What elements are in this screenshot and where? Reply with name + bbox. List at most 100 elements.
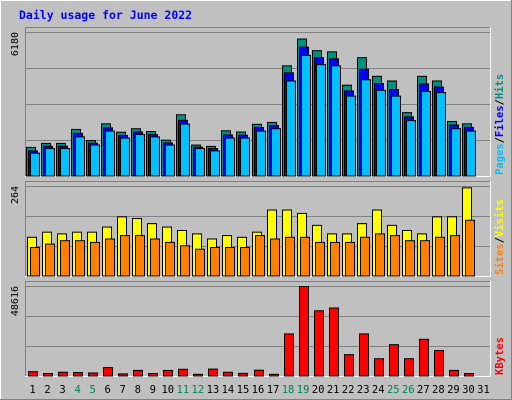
side-legend-part: / (494, 99, 506, 105)
bar-sites-day-22 (345, 241, 355, 277)
side-legend: Sites/Visits (494, 199, 506, 275)
bar-kbytes-day-21 (329, 307, 339, 377)
bar-sites-day-3 (60, 240, 70, 277)
bar-pages-day-5 (90, 144, 100, 177)
bar-pages-day-25 (391, 95, 401, 177)
bar-pages-day-19 (301, 54, 311, 177)
x-tick-label: 30 (462, 384, 475, 396)
bar-kbytes-day-13 (208, 368, 218, 377)
bar-sites-day-13 (210, 247, 220, 277)
bar-sites-day-15 (240, 247, 250, 277)
x-tick-label: 7 (120, 384, 126, 396)
x-axis: 1 2 3 4 5 6 7 8 9 10 11 12 13 14 15 16 17 18 19 20 21 22 23 24 2… (29, 384, 489, 396)
bar-sites-day-21 (330, 241, 340, 277)
bar-pages-day-26 (406, 120, 416, 177)
bar-sites-day-19 (300, 236, 310, 277)
x-tick-label: 12 (192, 384, 205, 396)
bar-kbytes-day-1 (28, 371, 38, 377)
chart-panels: 6180Pages/Files/Hits264Sites/Visits48616… (10, 27, 506, 377)
bar-sites-day-29 (450, 235, 460, 277)
bar-kbytes-day-26 (404, 358, 414, 377)
side-legend-part: Pages (494, 143, 506, 175)
x-tick-label: 6 (105, 384, 111, 396)
x-tick-label: 2 (44, 384, 50, 396)
bar-pages-day-7 (120, 137, 130, 177)
bar-sites-day-17 (270, 238, 280, 277)
bar-kbytes-day-10 (163, 369, 173, 377)
x-tick-label: 18 (282, 384, 295, 396)
x-tick-label: 24 (372, 384, 385, 396)
x-tick-label: 5 (89, 384, 95, 396)
bar-kbytes-day-4 (73, 372, 83, 377)
bar-sites-day-20 (315, 241, 325, 277)
bar-sites-day-28 (435, 236, 445, 277)
x-tick-label: 9 (150, 384, 156, 396)
side-legend-part: / (494, 237, 506, 243)
bar-kbytes-day-12 (193, 373, 203, 377)
x-tick-label: 16 (252, 384, 265, 396)
x-tick-label: 1 (29, 384, 35, 396)
x-tick-label: 4 (74, 384, 80, 396)
bar-kbytes-day-14 (223, 371, 233, 377)
bar-kbytes-day-15 (238, 372, 248, 377)
bar-sites-day-27 (420, 240, 430, 277)
x-tick-label: 26 (402, 384, 415, 396)
bar-kbytes-day-24 (374, 358, 384, 377)
bar-pages-day-11 (180, 123, 190, 177)
bar-pages-day-4 (75, 136, 85, 177)
x-tick-label: 22 (342, 384, 355, 396)
x-tick-label: 25 (387, 384, 400, 396)
side-legend-part: KBytes (494, 337, 506, 375)
bar-kbytes-day-8 (133, 369, 143, 377)
side-legend-part: Hits (494, 74, 506, 99)
bar-sites-day-7 (120, 235, 130, 277)
bar-sites-day-30 (465, 219, 475, 277)
bar-pages-day-20 (316, 64, 326, 177)
bar-kbytes-day-25 (389, 344, 399, 377)
y-max-label: 48616 (10, 286, 21, 316)
bar-kbytes-day-3 (58, 371, 68, 377)
x-tick-label: 3 (59, 384, 65, 396)
bar-sites-day-6 (105, 238, 115, 277)
bar-pages-day-22 (346, 95, 356, 177)
bar-kbytes-day-5 (88, 372, 98, 377)
x-tick-label: 13 (207, 384, 220, 396)
x-tick-label: 14 (222, 384, 235, 396)
bar-sites-day-1 (30, 247, 40, 277)
side-legend-part: Visits (494, 199, 506, 237)
bar-pages-day-13 (210, 150, 220, 177)
bar-kbytes-day-20 (314, 310, 324, 377)
bar-kbytes-day-2 (43, 373, 53, 377)
x-tick-label: 8 (135, 384, 141, 396)
panel-visits-sites: 264 Sites/Visits (10, 181, 506, 277)
chart-title: Daily usage for June 2022 (19, 8, 192, 22)
bar-pages-day-30 (466, 130, 476, 177)
bar-kbytes-day-28 (434, 350, 444, 377)
bar-kbytes-day-17 (269, 373, 279, 377)
bar-kbytes-day-18 (284, 333, 294, 377)
side-legend-part: Sites (494, 243, 506, 275)
bar-sites-day-24 (375, 233, 385, 277)
bar-kbytes-day-22 (344, 354, 354, 377)
x-tick-label: 17 (267, 384, 280, 396)
bar-pages-day-23 (361, 79, 371, 177)
bar-sites-day-9 (150, 238, 160, 277)
bar-sites-day-2 (45, 243, 55, 277)
bar-sites-day-14 (225, 247, 235, 277)
bar-kbytes-day-19 (299, 286, 309, 377)
bar-kbytes-day-9 (148, 373, 158, 377)
bar-sites-day-25 (390, 235, 400, 277)
x-tick-label: 27 (417, 384, 430, 396)
bar-sites-day-12 (195, 248, 205, 277)
x-tick-label: 28 (432, 384, 445, 396)
x-tick-label: 21 (327, 384, 340, 396)
bar-kbytes-day-23 (359, 333, 369, 377)
y-max-label: 264 (10, 186, 21, 204)
bar-pages-day-15 (240, 137, 250, 177)
bar-pages-day-3 (60, 148, 70, 177)
side-legend-part: / (494, 137, 506, 143)
bar-kbytes-day-6 (103, 367, 113, 377)
bar-pages-day-24 (376, 89, 386, 177)
bar-pages-day-10 (165, 144, 175, 177)
